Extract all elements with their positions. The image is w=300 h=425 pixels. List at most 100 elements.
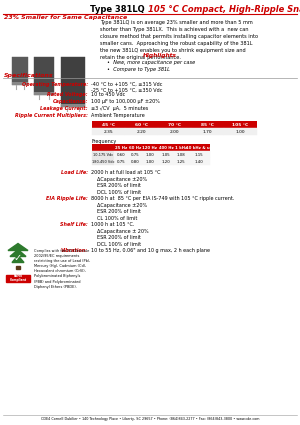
Text: 25 Hz: 25 Hz [115,145,127,150]
Bar [174,144,188,151]
Text: 85 °C: 85 °C [201,122,214,127]
Text: CDE4 Cornell Dubilier • 140 Technology Place • Liberty, SC 29657 • Phone: (864)8: CDE4 Cornell Dubilier • 140 Technology P… [41,417,259,421]
Bar [92,121,125,128]
Bar [12,82,28,85]
Text: Capacitance:: Capacitance: [52,99,88,104]
Text: 10 to 450 Vdc: 10 to 450 Vdc [91,92,125,97]
Text: 180-450 Vdc: 180-450 Vdc [92,159,114,164]
Text: 0.75: 0.75 [131,153,139,156]
Text: 10-175 Vdc: 10-175 Vdc [93,153,113,156]
Bar [92,151,114,158]
Text: •  New, more capacitance per case: • New, more capacitance per case [107,60,195,65]
Bar [61,57,85,107]
Text: 2.00: 2.00 [170,130,179,133]
Text: Specifications: Specifications [4,73,54,78]
Bar [158,151,174,158]
Text: 1.25: 1.25 [177,159,185,164]
Text: Vibration:: Vibration: [61,248,88,253]
Text: 1.00: 1.00 [146,153,154,156]
Bar [158,158,174,165]
Bar [191,121,224,128]
Text: 1.08: 1.08 [177,153,185,156]
Text: RoHS
Compliant: RoHS Compliant [9,274,27,282]
Text: Type 381LQ: Type 381LQ [91,5,148,14]
Bar [114,144,128,151]
Text: 400 Hz: 400 Hz [159,145,173,150]
Text: •  Compare to Type 381L: • Compare to Type 381L [107,67,170,72]
Text: EIA Ripple Life:: EIA Ripple Life: [46,196,88,201]
Text: 1.40: 1.40 [195,159,203,164]
Bar [224,128,257,135]
Bar [125,128,158,135]
Text: 0.75: 0.75 [117,159,125,164]
Text: 2000 h at full load at 105 °C
    ΔCapacitance ±20%
    ESR 200% of limit
    DC: 2000 h at full load at 105 °C ΔCapacitan… [91,170,160,195]
Text: 1.00: 1.00 [146,159,154,164]
Text: 2.35: 2.35 [103,130,113,133]
Bar [188,158,210,165]
Polygon shape [12,255,24,263]
Bar [61,104,85,107]
Bar [125,121,158,128]
Text: ≤3 √CV  µA,  5 minutes: ≤3 √CV µA, 5 minutes [91,106,148,111]
Bar [142,158,158,165]
Bar [191,128,224,135]
Bar [128,151,142,158]
Bar [224,121,257,128]
Bar [188,151,210,158]
Text: 45 °C: 45 °C [102,122,115,127]
Text: Highlights: Highlights [143,53,177,58]
Text: Ambient Temperature: Ambient Temperature [91,113,145,118]
Bar [142,151,158,158]
Text: Leakage Current:: Leakage Current: [40,106,88,111]
Bar [188,144,210,151]
Text: 0.60: 0.60 [117,153,125,156]
Text: Rated Voltage:: Rated Voltage: [47,92,88,97]
Text: -40 °C to +105 °C, ≤315 Vdc
-25 °C to +105 °C, ≥350 Vdc: -40 °C to +105 °C, ≤315 Vdc -25 °C to +1… [91,82,162,93]
Text: ✓: ✓ [14,253,22,264]
Bar [34,57,54,95]
Text: 60 °C: 60 °C [135,122,148,127]
Bar [142,144,158,151]
Text: 10 kHz & up: 10 kHz & up [186,145,212,150]
Text: 2.20: 2.20 [137,130,146,133]
Polygon shape [10,249,26,257]
Text: Load Life:: Load Life: [61,170,88,175]
Text: Ripple Current Multipliers:: Ripple Current Multipliers: [15,113,88,118]
Bar [158,121,191,128]
Text: Type 381LQ is on average 23% smaller and more than 5 mm
shorter than Type 381LX.: Type 381LQ is on average 23% smaller and… [100,20,258,60]
Text: 70 °C: 70 °C [168,122,181,127]
Text: Shelf Life:: Shelf Life: [60,222,88,227]
Text: 1000 h at 105 °C.
    ΔCapacitance ± 20%
    ESR 200% of limit
    DCL 100% of l: 1000 h at 105 °C. ΔCapacitance ± 20% ESR… [91,222,148,247]
Text: 10 to 55 Hz, 0.06" and 10 g max, 2 h each plane: 10 to 55 Hz, 0.06" and 10 g max, 2 h eac… [91,248,210,253]
Bar [158,144,174,151]
Bar [158,128,191,135]
Bar [128,144,142,151]
Bar [114,151,128,158]
Bar [114,158,128,165]
Text: 105 °C Compact, High-Ripple Snap-in: 105 °C Compact, High-Ripple Snap-in [148,5,300,14]
Bar [128,158,142,165]
Text: Complies with the EU Directive
2002/95/EC requirements
restricting the use of Le: Complies with the EU Directive 2002/95/E… [34,249,90,289]
Bar [12,57,28,85]
Text: 1 kHz: 1 kHz [175,145,187,150]
Bar [34,92,54,95]
Text: 120 Hz: 120 Hz [142,145,158,150]
Text: 105 °C: 105 °C [232,122,249,127]
Text: 23% Smaller for Same Capacitance: 23% Smaller for Same Capacitance [4,15,127,20]
Bar [16,266,20,269]
Text: 1.05: 1.05 [162,153,170,156]
Text: 100 µF to 100,000 µF ±20%: 100 µF to 100,000 µF ±20% [91,99,160,104]
Text: 1.15: 1.15 [195,153,203,156]
Text: Operating Temperature:: Operating Temperature: [22,82,88,87]
Text: 1.00: 1.00 [236,130,245,133]
Polygon shape [8,244,28,250]
Bar [174,158,188,165]
Text: 8000 h at  85 °C per EIA IS-749 with 105 °C ripple current.
    ΔCapacitance ±20: 8000 h at 85 °C per EIA IS-749 with 105 … [91,196,234,221]
Text: 1.20: 1.20 [162,159,170,164]
Text: 0.80: 0.80 [130,159,140,164]
Text: 60 Hz: 60 Hz [129,145,141,150]
Bar [92,158,114,165]
Bar [92,128,125,135]
Text: Frequency: Frequency [92,139,117,144]
Bar [174,151,188,158]
